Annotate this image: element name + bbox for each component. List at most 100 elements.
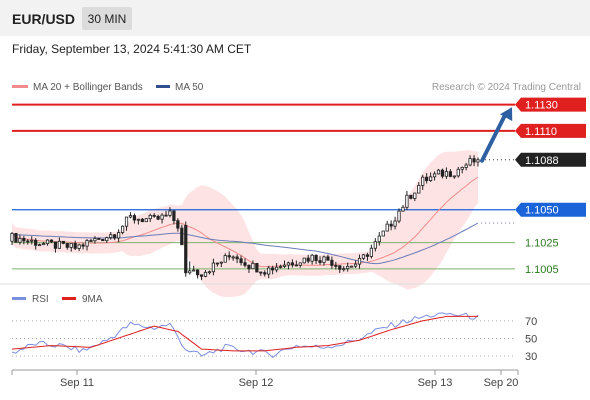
candle [286,261,291,270]
candle [195,269,200,279]
timeframe-badge[interactable] [82,7,132,30]
candle [353,260,358,269]
symbol-label: EUR/USD [12,11,75,27]
level-tag-1.1110 [515,123,586,138]
candle [385,220,389,232]
candle [168,207,172,218]
candle [89,238,93,242]
candle [227,251,231,261]
candle [290,259,295,268]
candlesticks [10,155,480,281]
rsi-pane: 70 50 30 [11,312,537,363]
candle [294,260,298,267]
candle [97,237,101,240]
candle [49,239,54,244]
candle [136,218,140,225]
candle [41,242,46,246]
candle [255,262,259,273]
candle [259,271,263,276]
candle [322,255,326,266]
candle [452,175,456,179]
candle [373,238,377,252]
rsi-ma-legend-label: 9MA [82,294,103,305]
candle [302,257,306,264]
ma20-legend-label: MA 20 + Bollinger Bands [33,82,143,93]
x-tick-label: Sep 11 [60,377,94,389]
candle [184,221,188,277]
candle [124,216,129,231]
datetime-label: Friday, September 13, 2024 5:41:30 AM CE… [12,42,252,56]
candle [211,258,216,276]
candle [361,253,366,260]
timeframe-label: 30 MIN [88,12,127,26]
candle [176,218,180,232]
candle [144,218,148,223]
candle [413,192,417,202]
candle [81,243,85,250]
candle [460,166,464,174]
candle [440,168,445,179]
candle [77,243,81,252]
candle [180,224,184,246]
candle [318,256,322,265]
candle [409,194,413,200]
candle [417,182,421,194]
ma50-legend-label: MA 50 [175,82,204,93]
candle [428,172,433,182]
x-tick-label: Sep 20 [484,377,519,389]
candle [10,232,14,246]
candle [65,243,69,250]
candle [342,266,346,272]
candle [334,261,338,270]
candle [53,241,58,253]
ma50-legend-swatch [156,85,170,88]
candle [192,265,196,272]
candle [472,155,476,167]
candle [69,243,73,252]
attribution: Research © 2024 Trading Central [432,82,581,93]
candle [152,213,156,218]
level-tag-1.1050 [515,202,586,217]
rsi-ma-line [11,315,478,352]
candle [61,240,65,245]
candle [405,191,409,211]
candle [448,169,452,178]
candle [365,252,370,261]
candle [476,157,480,167]
candle [160,213,164,224]
candle [38,243,42,247]
candle [156,214,160,221]
candle [425,173,429,184]
candle [109,231,113,240]
chart-overlay: 1.1088 [480,107,586,224]
candle [188,261,192,275]
price-levels: 1.1130 1.1110 1.1050 1.1025 1.1005 [12,97,586,276]
candle [369,244,373,259]
target-arrow-shaft [480,111,508,163]
candle [117,229,121,243]
candle [282,260,287,269]
candle [148,213,152,223]
rsi-ma-legend-swatch [62,297,76,300]
candle [389,220,393,231]
candle [243,258,247,268]
target-arrow-head [500,107,513,122]
candle [199,274,204,281]
moving-averages [11,176,479,268]
candle [140,217,144,223]
candle [330,256,334,269]
candle [267,265,271,279]
candle [401,205,405,212]
candle [456,166,460,178]
candle [235,254,239,264]
candle [26,239,30,245]
candle [203,270,208,278]
candle [274,263,279,273]
current-price-tag [515,152,586,167]
candle [421,174,425,190]
x-tick-label: Sep 12 [239,377,274,389]
candle [263,270,267,277]
candle [393,216,397,230]
candle [219,261,223,268]
